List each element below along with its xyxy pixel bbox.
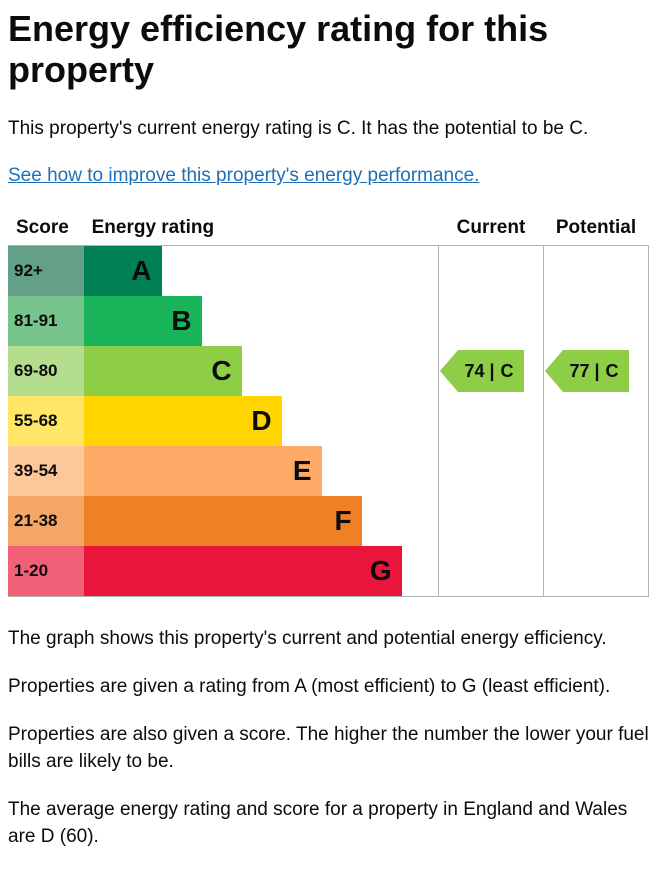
band-bar-cell: C (84, 346, 439, 396)
potential-cell (543, 446, 648, 496)
current-cell (438, 396, 543, 446)
band-bar: C (84, 346, 242, 396)
marker-value: 74 | (464, 358, 494, 384)
improve-link[interactable]: See how to improve this property's energ… (8, 165, 479, 186)
marker-value: 77 | (569, 358, 599, 384)
body-paragraph: Properties are also given a score. The h… (8, 721, 649, 776)
col-rating: Energy rating (84, 210, 439, 246)
band-score: 1-20 (8, 546, 84, 597)
body-paragraph: The graph shows this property's current … (8, 625, 649, 653)
body-paragraph: Properties are given a rating from A (mo… (8, 673, 649, 701)
band-bar: F (84, 496, 362, 546)
current-cell (438, 496, 543, 546)
band-bar-cell: G (84, 546, 439, 597)
band-bar: D (84, 396, 282, 446)
band-score: 39-54 (8, 446, 84, 496)
band-bar-cell: A (84, 246, 439, 297)
current-marker: 74 | C (458, 350, 523, 392)
band-score: 21-38 (8, 496, 84, 546)
current-cell (438, 446, 543, 496)
col-current: Current (438, 210, 543, 246)
energy-rating-chart: Score Energy rating Current Potential 92… (8, 210, 649, 598)
band-score: 69-80 (8, 346, 84, 396)
band-score: 81-91 (8, 296, 84, 346)
current-cell: 74 | C (438, 346, 543, 396)
body-paragraph: The average energy rating and score for … (8, 796, 649, 851)
potential-cell: 77 | C (543, 346, 648, 396)
band-score: 92+ (8, 246, 84, 297)
potential-cell (543, 546, 648, 597)
band-bar: A (84, 246, 162, 296)
potential-cell (543, 246, 648, 297)
marker-letter: C (606, 358, 619, 384)
band-bar: G (84, 546, 402, 596)
band-score: 55-68 (8, 396, 84, 446)
band-bar: B (84, 296, 202, 346)
current-cell (438, 296, 543, 346)
marker-letter: C (501, 358, 514, 384)
band-bar-cell: E (84, 446, 439, 496)
page-title: Energy efficiency rating for this proper… (8, 8, 649, 91)
col-score: Score (8, 210, 84, 246)
col-potential: Potential (543, 210, 648, 246)
band-bar: E (84, 446, 322, 496)
current-cell (438, 246, 543, 297)
potential-marker: 77 | C (563, 350, 628, 392)
current-cell (438, 546, 543, 597)
potential-cell (543, 396, 648, 446)
potential-cell (543, 296, 648, 346)
potential-cell (543, 496, 648, 546)
intro-text: This property's current energy rating is… (8, 115, 649, 143)
band-bar-cell: D (84, 396, 439, 446)
band-bar-cell: B (84, 296, 439, 346)
band-bar-cell: F (84, 496, 439, 546)
